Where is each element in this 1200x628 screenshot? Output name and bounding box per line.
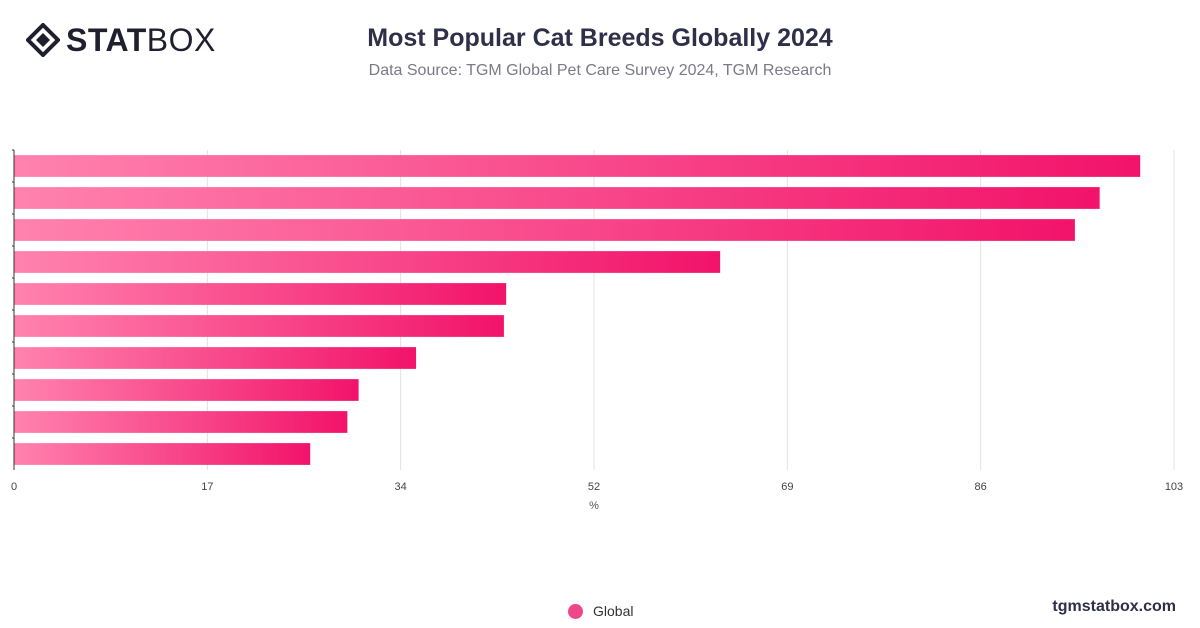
legend-swatch-global	[568, 603, 583, 619]
bar-9[interactable]	[14, 411, 348, 433]
x-tick-label: 52	[588, 481, 600, 493]
statbox-logo: STATBOX	[26, 22, 216, 58]
bar-1[interactable]	[14, 155, 1141, 177]
statbox-diamond-icon	[26, 23, 60, 57]
x-tick-label: 0	[11, 481, 17, 493]
bar-7[interactable]	[14, 347, 417, 369]
bar-4[interactable]	[14, 251, 721, 273]
logo-wordmark-bold: STAT	[66, 22, 147, 58]
chart-title: Most Popular Cat Breeds Globally 2024	[367, 24, 833, 52]
x-tick-label: 69	[781, 481, 793, 493]
x-axis-label: %	[589, 500, 599, 512]
bar-10[interactable]	[14, 443, 311, 465]
x-tick-label: 86	[975, 481, 987, 493]
x-tick-label: 34	[395, 481, 407, 493]
site-watermark: tgmstatbox.com	[1052, 598, 1176, 615]
bar-3[interactable]	[14, 219, 1075, 241]
logo-wordmark: STATBOX	[66, 24, 216, 56]
bar-2[interactable]	[14, 187, 1100, 209]
x-tick-label: 17	[201, 481, 213, 493]
x-tick-label: 103	[1165, 481, 1183, 493]
legend-label-global: Global	[593, 603, 634, 619]
legend[interactable]: Global	[568, 603, 633, 619]
chart-subtitle: Data Source: TGM Global Pet Care Survey …	[368, 62, 832, 79]
bar-5[interactable]	[14, 283, 507, 305]
bar-8[interactable]	[14, 379, 359, 401]
logo-wordmark-regular: BOX	[146, 22, 216, 58]
bar-6[interactable]	[14, 315, 504, 337]
